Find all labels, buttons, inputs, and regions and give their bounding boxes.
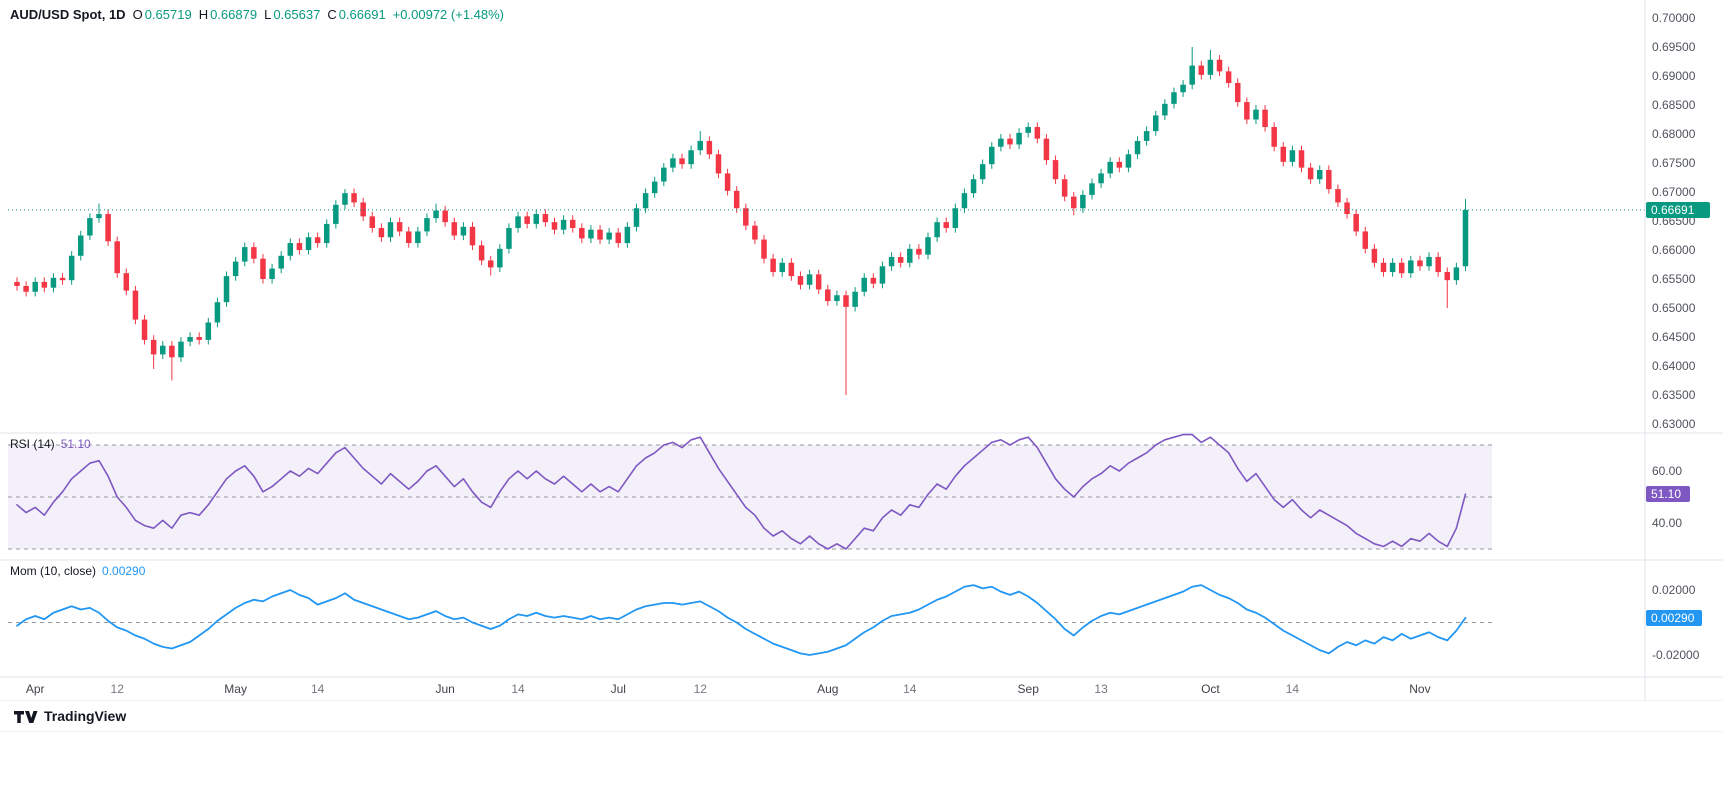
- price-axis-label: 0.64500: [1652, 330, 1696, 344]
- time-axis-label: Aug: [817, 682, 839, 696]
- time-axis-label: Jul: [610, 682, 626, 696]
- time-axis-label: Apr: [25, 682, 45, 696]
- price-axis-label: 0.69500: [1652, 40, 1696, 54]
- ohlc-open: O 0.65719: [133, 7, 192, 22]
- price-axis-label: 0.65500: [1652, 272, 1696, 286]
- price-axis-label: 0.67500: [1652, 156, 1696, 170]
- price-axis-label: 0.70000: [1652, 11, 1696, 25]
- low-value: 0.65637: [273, 7, 321, 22]
- price-axis-label: 0.63500: [1652, 388, 1696, 402]
- ohlc-close: C 0.66691: [327, 7, 385, 22]
- high-label: H: [198, 7, 209, 22]
- price-axis-label: 0.63000: [1652, 417, 1696, 431]
- rsi-title[interactable]: RSI (14): [10, 437, 55, 451]
- time-axis-label: 12: [110, 682, 124, 696]
- time-axis-label: Nov: [1409, 682, 1431, 696]
- price-axis-label: 0.68500: [1652, 98, 1696, 112]
- tradingview-logo-icon[interactable]: [14, 708, 38, 725]
- rsi-axis-label: 60.00: [1652, 464, 1683, 478]
- rsi-axis-label: 40.00: [1652, 516, 1683, 530]
- close-label: C: [327, 7, 337, 22]
- mom-axis-label: 0.02000: [1652, 583, 1696, 597]
- rsi-legend: RSI (14) 51.10: [10, 437, 91, 451]
- last-price-badge: 0.66691: [1646, 201, 1710, 218]
- open-value: 0.65719: [144, 7, 192, 22]
- time-axis-label: 14: [310, 682, 325, 696]
- time-axis-label: 12: [693, 682, 707, 696]
- time-scale[interactable]: Apr 12 May 14 Jun 14 Jul 12 Aug 14 Sep 13 Oct 14 Nov: [0, 677, 1645, 701]
- time-axis-label: 14: [511, 682, 525, 696]
- mom-value-badge: 0.00290: [1646, 609, 1702, 626]
- price-axis-label: 0.68000: [1652, 127, 1696, 141]
- high-value: 0.66879: [210, 7, 258, 22]
- mom-axis-label: -0.02000: [1652, 648, 1700, 662]
- low-label: L: [264, 7, 272, 22]
- time-axis-label: Jun: [435, 682, 455, 696]
- price-axis-label: 0.67000: [1652, 185, 1696, 199]
- price-axis-label: 0.64000: [1652, 359, 1696, 373]
- price-axis-label: 0.66000: [1652, 243, 1696, 257]
- price-scale[interactable]: 0.66691 51.10 0.00290 0.70000 0.69500 0.69…: [1645, 0, 1723, 701]
- rsi-value: 51.10: [60, 437, 91, 451]
- rsi-value-badge: 51.10: [1646, 486, 1690, 503]
- open-label: O: [132, 7, 143, 22]
- price-axis-label: 0.69000: [1652, 69, 1696, 83]
- ohlc-low: L 0.65637: [264, 7, 320, 22]
- brand-name[interactable]: TradingView: [44, 708, 127, 724]
- time-axis-label: 13: [1094, 682, 1108, 696]
- ohlc-high: H 0.66879: [199, 7, 257, 22]
- time-axis-label: Oct: [1201, 682, 1220, 696]
- mom-title[interactable]: Mom (10, close): [10, 564, 97, 578]
- symbol-title[interactable]: AUD/USD Spot, 1D: [10, 7, 126, 22]
- time-axis-label: 14: [1285, 682, 1300, 696]
- mom-legend: Mom (10, close) 0.00290: [10, 564, 145, 578]
- price-axis-label: 0.65000: [1652, 301, 1696, 315]
- mom-value: 0.00290: [102, 564, 146, 578]
- time-axis-label: 14: [903, 682, 917, 696]
- symbol-legend: AUD/USD Spot, 1D O 0.65719 H 0.66879 L 0.65…: [10, 7, 504, 22]
- time-axis-label: Sep: [1017, 682, 1039, 696]
- change-value: +0.00972 (+1.48%): [392, 7, 505, 22]
- footer: TradingView: [0, 701, 1723, 731]
- close-value: 0.66691: [338, 7, 386, 22]
- time-axis-label: May: [224, 682, 247, 696]
